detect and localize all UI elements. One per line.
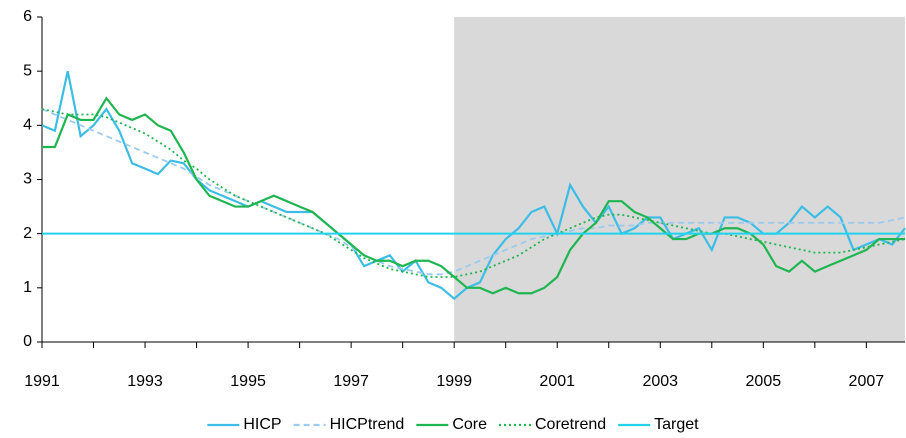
series-line: [41, 70, 906, 301]
x-tick-label: 2003: [642, 373, 678, 390]
shaded-region: [454, 17, 905, 342]
series-line: [41, 108, 906, 276]
x-tick-label: 2007: [849, 373, 885, 390]
legend-label: HICPtrend: [330, 416, 405, 433]
x-tick-label: 2001: [539, 373, 575, 390]
y-tick-label: 4: [23, 117, 32, 134]
x-tick-label: 2005: [746, 373, 782, 390]
y-tick-label: 5: [23, 62, 32, 79]
y-tick-label: 2: [23, 225, 32, 242]
series-line: [41, 108, 906, 278]
y-tick-label: 1: [23, 279, 32, 296]
y-tick-label: 0: [23, 333, 32, 350]
x-tick-label: 1997: [333, 373, 369, 390]
x-tick-label: 1993: [127, 373, 163, 390]
legend-label: Core: [452, 416, 487, 433]
legend: HICP HICPtrend Core Coretrend Target: [207, 416, 699, 433]
x-tick-label: 1995: [230, 373, 266, 390]
legend-label: Coretrend: [535, 416, 606, 433]
y-tick-label: 3: [23, 171, 32, 188]
x-tick-label: 1991: [24, 373, 60, 390]
legend-label: HICP: [243, 416, 281, 433]
x-tick-label: 1999: [436, 373, 472, 390]
legend-label: Target: [654, 416, 699, 433]
y-tick-label: 6: [23, 8, 32, 25]
series-line: [42, 96, 905, 295]
